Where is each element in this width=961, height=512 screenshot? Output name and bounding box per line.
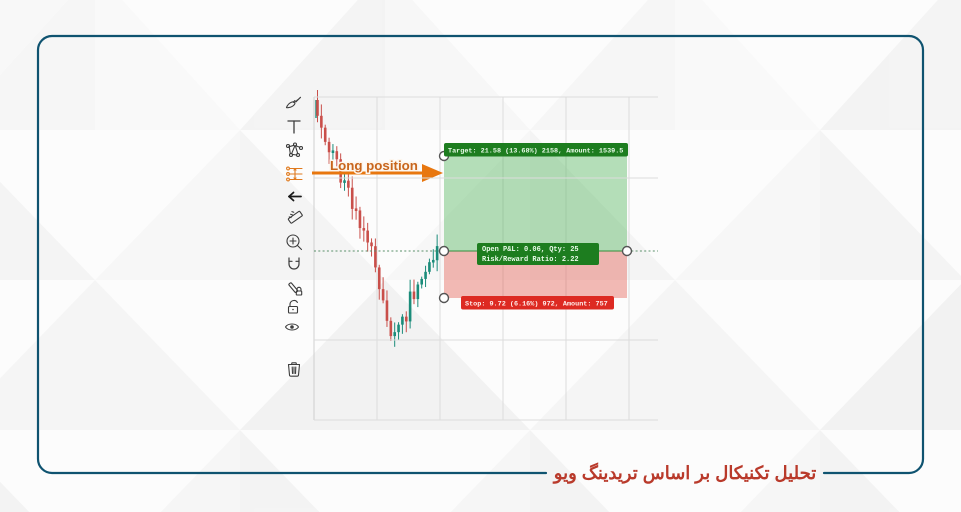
svg-text:Open P&L: 0.06, Qty: 25: Open P&L: 0.06, Qty: 25 [482,246,579,254]
svg-text:Risk/Reward Ratio: 2.22: Risk/Reward Ratio: 2.22 [482,256,579,264]
svg-text:Long position: Long position [330,158,418,173]
svg-text:Target: 21.58 (13.68%) 2158, A: Target: 21.58 (13.68%) 2158, Amount: 153… [448,148,623,156]
svg-text:Stop: 9.72 (6.16%) 972, Amount: Stop: 9.72 (6.16%) 972, Amount: 757 [465,301,608,309]
